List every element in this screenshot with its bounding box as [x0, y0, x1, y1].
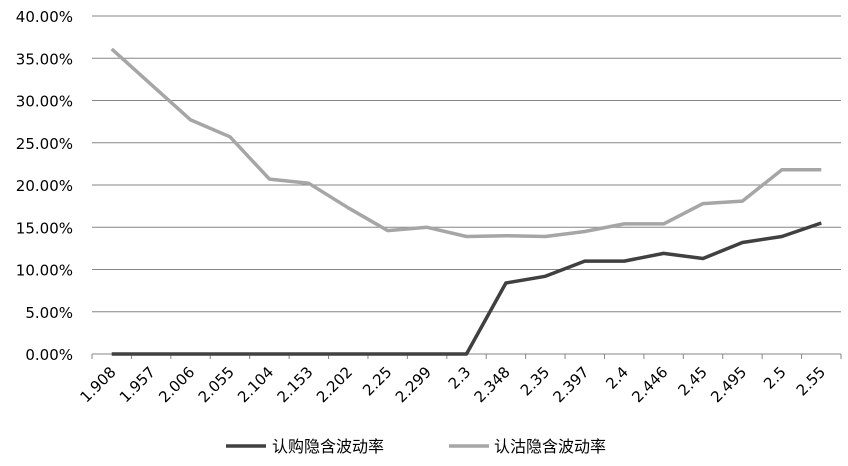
x-tick-label: 2.5 [760, 363, 790, 393]
x-tick-label: 2.299 [392, 363, 435, 406]
x-tick-label: 2.4 [602, 363, 632, 393]
x-tick-label: 1.908 [76, 363, 119, 406]
series-line-2 [110, 47, 822, 239]
y-tick-label: 25.00% [16, 135, 73, 153]
series-lines [110, 47, 822, 356]
y-tick-label: 15.00% [16, 219, 73, 237]
y-tick-label: 10.00% [16, 262, 73, 280]
x-tick-label: 2.055 [195, 363, 238, 406]
x-tick-label: 2.006 [155, 363, 198, 406]
legend: 认购隐含波动率 认沽隐含波动率 [226, 437, 606, 456]
y-tick-label: 5.00% [25, 304, 73, 322]
x-tick-label: 2.495 [707, 363, 750, 406]
legend-label-1: 认购隐含波动率 [272, 437, 384, 456]
y-tick-label: 30.00% [16, 93, 73, 111]
legend-label-2: 认沽隐含波动率 [494, 437, 606, 456]
x-tick-label: 2.348 [471, 363, 514, 406]
y-axis-tick-labels: 0.00% 5.00% 10.00% 15.00% 20.00% 25.00% 30.00%… [16, 8, 73, 364]
x-tick-label: 2.55 [793, 363, 829, 399]
y-tick-label: 0.00% [25, 346, 73, 364]
x-tick-label: 2.153 [274, 363, 317, 406]
x-tick-label: 2.104 [234, 363, 277, 406]
x-tick-label: 2.35 [517, 363, 553, 399]
y-tick-label: 20.00% [16, 177, 73, 195]
x-tick-label: 2.446 [628, 363, 671, 406]
x-tick-label: 2.3 [445, 363, 475, 393]
gridlines [92, 15, 841, 355]
x-tick-label: 1.957 [116, 363, 159, 406]
x-tick-label: 2.25 [359, 363, 395, 399]
x-tick-label: 2.397 [549, 363, 592, 406]
x-tick-label: 2.202 [313, 363, 356, 406]
x-tick-label: 2.45 [675, 363, 711, 399]
y-tick-label: 35.00% [16, 50, 73, 68]
y-tick-label: 40.00% [16, 8, 73, 26]
series-line-1 [111, 221, 822, 356]
